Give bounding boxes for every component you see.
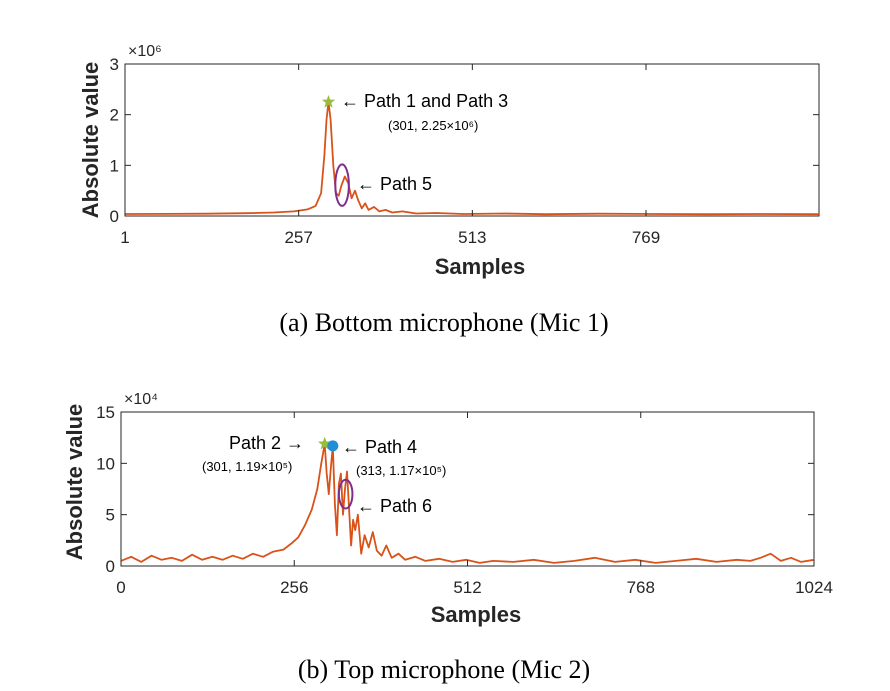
chart-b-xtick-label: 1024: [795, 578, 833, 597]
chart-b-ytick-label: 10: [96, 454, 115, 473]
chart-b-xtick-label: 512: [453, 578, 481, 597]
chart-a-xlabel: Samples: [435, 254, 526, 279]
chart-b-ytick-label: 5: [106, 506, 115, 525]
chart-a-star-marker: [321, 95, 336, 108]
chart-b-xtick-label: 256: [280, 578, 308, 597]
chart-b-series: [120, 442, 815, 564]
chart-b: 0 256 512 768 1024 0 5 10 15 ×10⁴ Absolute value…: [62, 391, 833, 684]
chart-a-xtick-label: 1: [120, 228, 129, 247]
chart-a-series: [124, 101, 820, 216]
chart-a-ellipse-highlight: [334, 163, 350, 207]
chart-b-annotation-path2-coords: (301, 1.19×10⁵): [202, 459, 292, 474]
chart-b-ytick-label: 15: [96, 403, 115, 422]
chart-b-xlabel: Samples: [431, 602, 522, 627]
chart-a-ytick-label: 3: [110, 55, 119, 74]
chart-a-series-line-0: [124, 101, 820, 216]
chart-b-ellipse-highlight: [337, 478, 354, 510]
chart-a-xtick-label: 769: [632, 228, 660, 247]
chart-a-annotation-path1-3-coords: (301, 2.25×10⁶): [388, 118, 478, 133]
chart-b-ylabel: Absolute value: [62, 404, 87, 560]
chart-b-xtick-label: 768: [627, 578, 655, 597]
chart-a-y-multiplier: ×10⁶: [128, 43, 162, 60]
chart-b-axes-box: [120, 411, 815, 567]
chart-b-xtick-label: 0: [116, 578, 125, 597]
caption-b: (b) Top microphone (Mic 2): [298, 655, 590, 684]
chart-b-ytick-label: 0: [106, 557, 115, 576]
chart-a-ytick-label: 0: [110, 207, 119, 226]
chart-a-xtick-label: 513: [458, 228, 486, 247]
chart-b-ticks: 0 256 512 768 1024 0 5 10 15: [96, 403, 833, 597]
chart-b-markers: [318, 436, 354, 510]
chart-a-markers: [321, 95, 350, 207]
chart-b-annotation-path4-coords: (313, 1.17×10⁵): [356, 463, 446, 478]
chart-a-axes-box: [124, 63, 820, 217]
chart-b-annotation-path2: Path 2 →: [229, 433, 304, 453]
chart-b-star-marker: [318, 436, 332, 450]
chart-b-dot-marker: [327, 440, 339, 452]
chart-a-annotation-path1-3: ← Path 1 and Path 3: [341, 91, 508, 111]
caption-a: (a) Bottom microphone (Mic 1): [279, 308, 608, 337]
chart-b-y-multiplier: ×10⁴: [124, 391, 158, 408]
chart-a-ytick-label: 1: [110, 156, 119, 175]
chart-b-series-line-0: [120, 442, 815, 564]
chart-a-ylabel: Absolute value: [78, 62, 103, 218]
chart-a-xtick-label: 257: [284, 228, 312, 247]
chart-b-annotation-path6: ← Path 6: [357, 496, 432, 516]
chart-b-annotation-path4: ← Path 4: [342, 437, 417, 457]
chart-a-ytick-label: 2: [110, 106, 119, 125]
chart-a-annotation-path5: ← Path 5: [357, 174, 432, 194]
